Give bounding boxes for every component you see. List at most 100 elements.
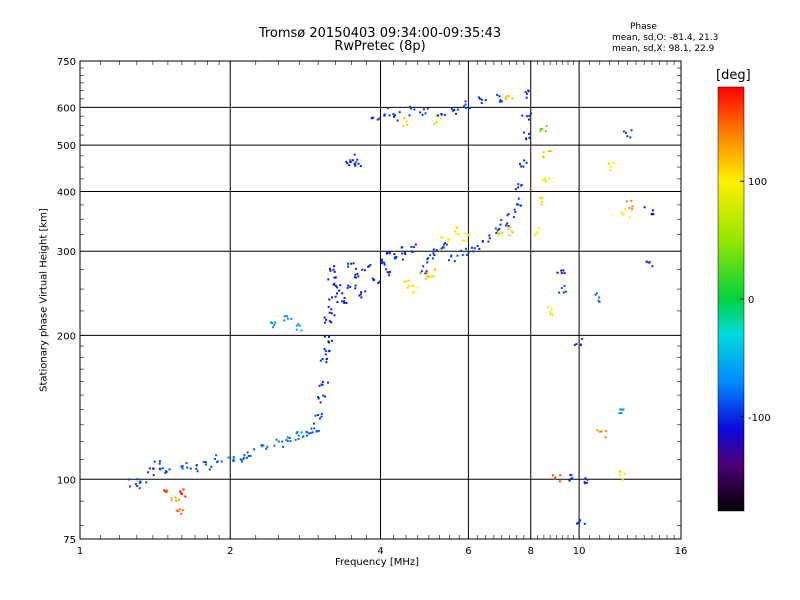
data-point bbox=[153, 460, 162, 471]
y-tick-label: 200 bbox=[57, 331, 76, 342]
data-point bbox=[314, 412, 323, 420]
y-axis-label: Stationary phase Virtual Height [km] bbox=[38, 208, 50, 392]
data-point bbox=[551, 474, 562, 483]
data-point bbox=[440, 236, 451, 243]
data-point bbox=[323, 348, 331, 356]
data-point bbox=[594, 292, 601, 303]
data-point bbox=[319, 357, 328, 364]
data-point bbox=[358, 290, 367, 299]
y-tick-label: 400 bbox=[57, 187, 76, 198]
data-point bbox=[433, 114, 442, 125]
data-point bbox=[496, 93, 503, 103]
data-point bbox=[625, 199, 634, 211]
data-point bbox=[573, 337, 584, 346]
data-point bbox=[392, 111, 401, 122]
data-point bbox=[524, 89, 530, 99]
x-tick-label: 1 bbox=[77, 546, 83, 557]
data-point bbox=[329, 265, 336, 273]
data-point bbox=[542, 150, 552, 158]
data-point bbox=[403, 279, 410, 289]
phase-stats-o: mean, sd,O: -81.4, 21.3 bbox=[612, 33, 719, 43]
data-point bbox=[506, 208, 517, 219]
data-point bbox=[461, 232, 470, 242]
data-point bbox=[180, 462, 189, 470]
data-point bbox=[334, 284, 344, 295]
data-point bbox=[558, 284, 567, 294]
data-point bbox=[460, 247, 470, 256]
x-tick-label: 2 bbox=[227, 546, 233, 557]
data-point bbox=[393, 256, 404, 261]
data-point bbox=[518, 159, 528, 168]
data-point bbox=[260, 444, 269, 450]
data-point bbox=[494, 228, 503, 237]
data-point bbox=[504, 95, 514, 101]
data-point bbox=[618, 408, 625, 415]
data-point bbox=[402, 116, 408, 127]
y-tick-label: 300 bbox=[57, 247, 76, 258]
data-point bbox=[514, 183, 523, 191]
data-point bbox=[453, 226, 460, 236]
data-point bbox=[521, 112, 532, 121]
data-point bbox=[385, 251, 396, 256]
data-point bbox=[622, 129, 633, 139]
data-point bbox=[380, 258, 386, 266]
data-point bbox=[533, 227, 540, 237]
data-point bbox=[618, 469, 626, 481]
data-point bbox=[270, 321, 277, 329]
x-tick-label: 10 bbox=[573, 546, 586, 557]
data-point bbox=[385, 268, 392, 277]
data-point bbox=[499, 219, 510, 228]
colorbar-tick-label: 0 bbox=[748, 295, 754, 306]
data-point bbox=[239, 454, 246, 463]
x-tick-label: 16 bbox=[675, 546, 688, 557]
data-point bbox=[400, 246, 407, 256]
data-point bbox=[189, 464, 199, 473]
data-point bbox=[568, 473, 574, 482]
data-point bbox=[311, 422, 320, 434]
chart-title: Tromsø 20150403 09:34:00-09:35:43 bbox=[258, 26, 502, 41]
y-tick-label: 750 bbox=[57, 57, 76, 68]
data-point bbox=[541, 177, 551, 183]
data-point bbox=[353, 162, 362, 168]
data-point bbox=[556, 269, 566, 275]
data-point bbox=[448, 254, 459, 263]
x-tick-label: 4 bbox=[377, 546, 383, 557]
data-point bbox=[620, 208, 631, 219]
data-point bbox=[175, 508, 184, 515]
data-point bbox=[507, 226, 514, 237]
colorbar-unit-label: [deg] bbox=[716, 68, 751, 83]
y-tick-label: 100 bbox=[57, 475, 76, 486]
phase-stats-x: mean, sd,X: 98.1, 22.9 bbox=[612, 44, 715, 54]
data-point bbox=[515, 197, 522, 207]
data-point bbox=[202, 460, 213, 471]
data-point bbox=[408, 105, 416, 117]
data-point bbox=[318, 381, 329, 387]
data-point bbox=[179, 488, 187, 498]
data-point bbox=[470, 245, 481, 253]
data-point bbox=[328, 292, 339, 303]
data-point bbox=[546, 306, 554, 316]
data-point bbox=[346, 284, 357, 290]
data-point bbox=[481, 234, 491, 243]
data-point bbox=[162, 489, 168, 493]
data-point bbox=[419, 107, 429, 116]
data-point bbox=[371, 277, 381, 285]
data-point bbox=[361, 264, 372, 272]
data-point bbox=[138, 480, 148, 490]
data-point bbox=[323, 316, 333, 324]
data-point bbox=[596, 429, 608, 439]
data-point bbox=[349, 153, 359, 164]
data-point bbox=[170, 496, 180, 502]
data-point bbox=[426, 254, 434, 264]
data-point bbox=[227, 456, 235, 462]
data-point bbox=[147, 467, 155, 477]
data-point bbox=[327, 305, 336, 317]
data-point bbox=[383, 107, 391, 117]
chart-subtitle: RwPretec (8p) bbox=[334, 39, 426, 54]
y-tick-label: 500 bbox=[57, 141, 76, 152]
data-point bbox=[462, 100, 471, 109]
data-point bbox=[341, 297, 348, 304]
x-tick-label: 8 bbox=[528, 546, 534, 557]
data-point bbox=[643, 206, 655, 216]
